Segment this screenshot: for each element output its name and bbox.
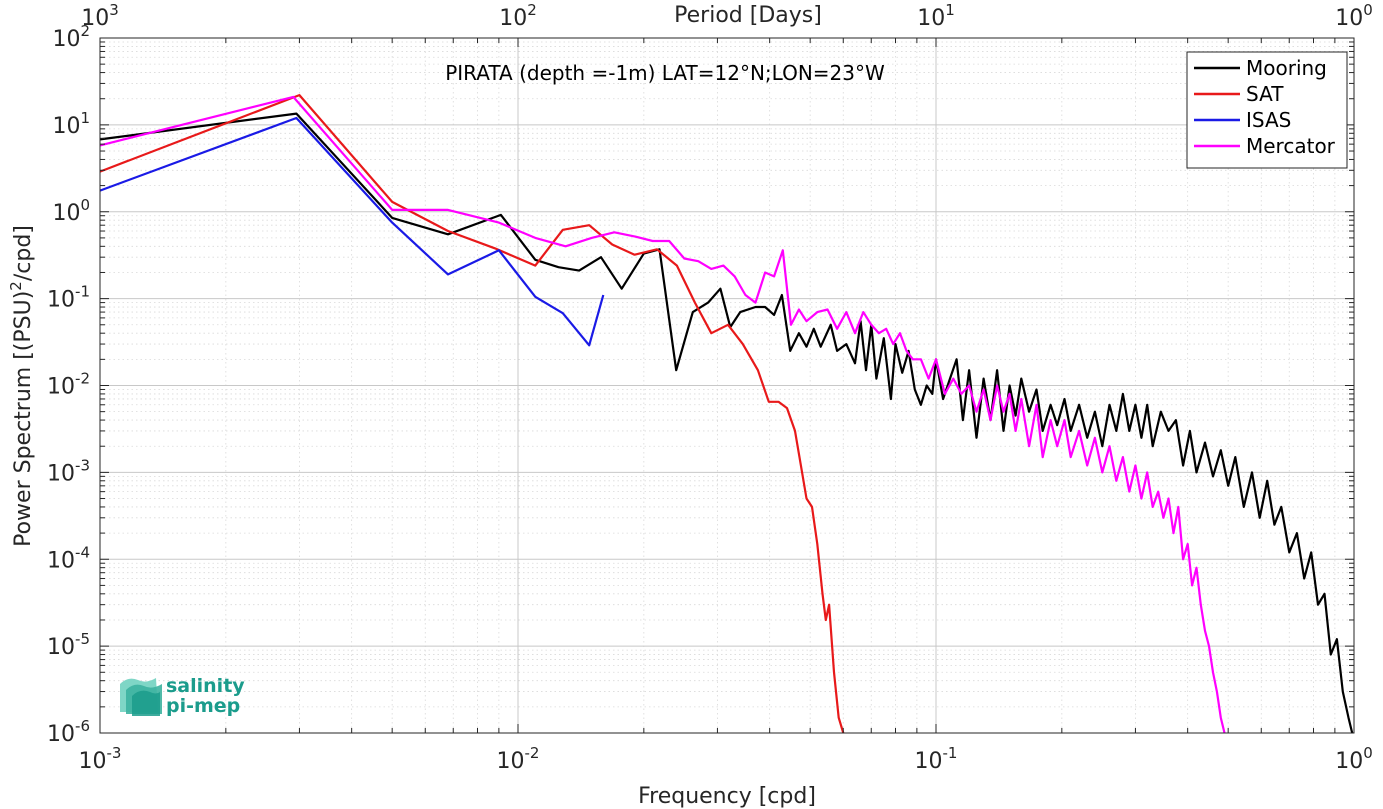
y-tick-label: 10-6 [47, 717, 90, 747]
tick-label-exponent: 2 [80, 22, 90, 40]
tick-label-base: 10 [52, 201, 80, 226]
y-tick-label: 100 [52, 196, 90, 226]
logo-text-line1: salinity [166, 675, 245, 697]
tick-label-base: 10 [47, 548, 75, 573]
x-axis-title: Frequency [cpd] [638, 784, 816, 809]
x-tick-label: 10-3 [79, 744, 122, 774]
y-axis-title-exponent: 2 [7, 281, 25, 291]
tick-label-base: 10 [917, 6, 945, 31]
tick-label-base: 10 [47, 375, 75, 400]
y-axis-title: Power Spectrum [(PSU)2/cpd] [7, 225, 36, 547]
x2-tick-label: 100 [1335, 1, 1373, 31]
tick-label-exponent: 3 [109, 1, 119, 19]
legend-box [1186, 51, 1348, 169]
y-axis-title-main: Power Spectrum [(PSU) [11, 291, 36, 547]
tick-label-base: 10 [81, 6, 109, 31]
series-line-mercator [99, 95, 1226, 734]
tick-label-exponent: 0 [1363, 744, 1373, 762]
tick-marks [99, 37, 1355, 734]
tick-label-exponent: -4 [75, 543, 90, 561]
tick-label-exponent: -3 [75, 456, 90, 474]
y-tick-label: 10-2 [47, 370, 90, 400]
tick-label-base: 10 [47, 722, 75, 747]
series-line-isas [99, 116, 605, 347]
x2-tick-labels: 103 102 101 100 [81, 1, 1373, 31]
tick-label-exponent: -1 [75, 283, 90, 301]
tick-label-base: 10 [52, 114, 80, 139]
tick-label-base: 10 [499, 6, 527, 31]
x2-tick-label: 102 [499, 1, 537, 31]
tick-label-base: 10 [52, 27, 80, 52]
x2-axis-title: Period [Days] [674, 3, 822, 28]
x2-tick-label: 103 [81, 1, 119, 31]
y-tick-label: 10-5 [47, 630, 90, 660]
tick-label-base: 10 [1335, 749, 1363, 774]
y-tick-label: 10-3 [47, 456, 90, 486]
x-tick-label: 10-2 [497, 744, 540, 774]
logo-text-line2: pi-mep [166, 695, 240, 717]
tick-label-exponent: -2 [525, 744, 540, 762]
tick-label-exponent: 1 [945, 1, 955, 19]
y-tick-label: 102 [52, 22, 90, 52]
x-tick-labels: 10-3 10-2 10-1 100 [79, 744, 1373, 774]
y-tick-label: 10-4 [47, 543, 90, 573]
series-layer [99, 94, 1354, 734]
tick-label-base: 10 [497, 749, 525, 774]
tick-label-exponent: -5 [75, 630, 90, 648]
tick-label-exponent: 1 [80, 109, 90, 127]
tick-label-exponent: -2 [75, 370, 90, 388]
legend-label-isas: ISAS [1246, 108, 1291, 132]
tick-label-exponent: -6 [75, 717, 90, 735]
series-line-sat [99, 94, 845, 734]
logo-wave-icon-front [132, 690, 160, 716]
tick-label-exponent: -3 [107, 744, 122, 762]
x-tick-label: 10-1 [915, 744, 958, 774]
legend-label-mooring: Mooring [1246, 56, 1327, 80]
tick-label-exponent: -1 [943, 744, 958, 762]
tick-label-exponent: 2 [527, 1, 537, 19]
y-axis-title-tail: /cpd] [11, 225, 36, 281]
major-grid [99, 37, 1355, 734]
tick-label-base: 10 [79, 749, 107, 774]
tick-label-exponent: 0 [80, 196, 90, 214]
salinity-pi-mep-logo: salinity pi-mep [120, 675, 245, 717]
y-tick-label: 101 [52, 109, 90, 139]
tick-label-base: 10 [1335, 6, 1363, 31]
y-tick-label: 10-1 [47, 283, 90, 313]
tick-label-base: 10 [47, 288, 75, 313]
tick-label-base: 10 [915, 749, 943, 774]
tick-label-exponent: 0 [1363, 1, 1373, 19]
tick-label-base: 10 [47, 635, 75, 660]
chart-annotation: PIRATA (depth =-1m) LAT=12°N;LON=23°W [445, 61, 885, 85]
legend-label-sat: SAT [1246, 82, 1284, 106]
x2-tick-label: 101 [917, 1, 955, 31]
tick-label-base: 10 [47, 461, 75, 486]
x-tick-label: 100 [1335, 744, 1373, 774]
legend-label-mercator: Mercator [1246, 134, 1336, 158]
